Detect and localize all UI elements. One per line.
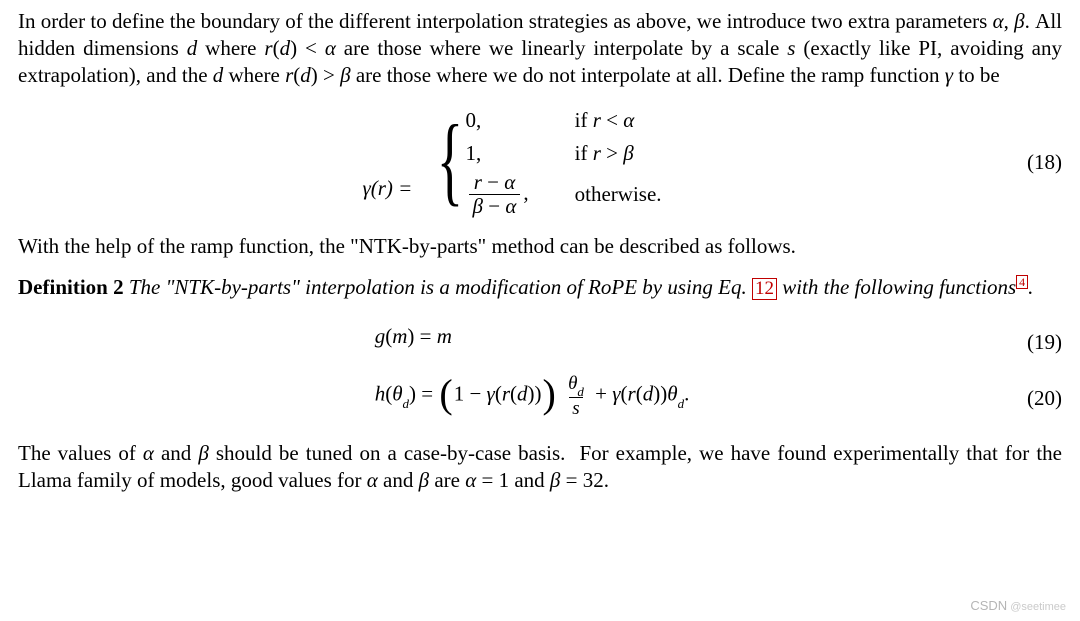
watermark: CSDN@seetimee [970,598,1066,615]
equation-20-body: h(θd) = (1 − γ(r(d))) θd s + γ(r(d))θd. [375,374,690,418]
equation-18-tag: (18) [1006,149,1062,176]
watermark-sub: @seetimee [1010,601,1066,613]
eq18-case3-cond: otherwise. [575,181,662,208]
equation-18-body: γ(r) = { 0, if r < α 1, if r > β r − α β… [18,107,1006,218]
equations-19-20: g(m) = m h(θd) = (1 − γ(r(d))) θd s + γ(… [18,323,1062,418]
eq18-case1-cond: if r < α [575,107,662,134]
eq18-case3-value: r − α β − α , [466,172,529,217]
eq18-lhs: γ(r) = [362,176,412,200]
definition-label: Definition 2 [18,275,124,299]
watermark-main: CSDN [970,598,1007,613]
definition-body-after: with the following functions [777,275,1016,299]
equation-20-tag: (20) [1006,385,1062,412]
left-brace-icon: { [436,115,462,205]
paper-page: In order to define the boundary of the d… [0,0,1080,621]
ramp-paragraph: With the help of the ramp function, the … [18,233,1062,260]
eq18-piecewise: { 0, if r < α 1, if r > β r − α β − α , [424,107,662,218]
definition-2: Definition 2 The "NTK-by-parts" interpol… [18,274,1062,301]
definition-body-before: The "NTK-by-parts" interpolation is a mo… [129,275,752,299]
definition-body-end: . [1028,275,1033,299]
equation-18: γ(r) = { 0, if r < α 1, if r > β r − α β… [18,107,1062,218]
eq18-case2-cond: if r > β [575,140,662,167]
eq18-case2-value: 1, [466,140,529,167]
eq18-case1-value: 0, [466,107,529,134]
tuning-paragraph: The values of α and β should be tuned on… [18,440,1062,494]
intro-paragraph: In order to define the boundary of the d… [18,8,1062,89]
footnote-marker[interactable]: 4 [1016,275,1028,289]
equation-19-body: g(m) = m [375,323,452,350]
eq18-cases: 0, if r < α 1, if r > β r − α β − α , ot… [466,107,662,218]
equation-ref-link[interactable]: 12 [752,278,777,300]
equation-19-tag: (19) [1006,329,1062,356]
